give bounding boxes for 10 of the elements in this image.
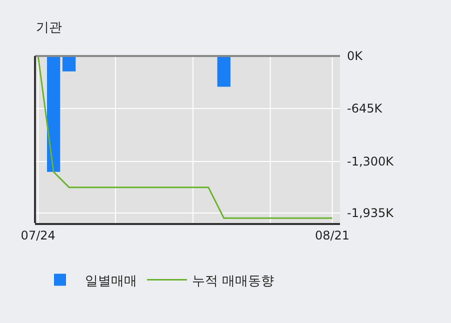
line-series [37,56,334,219]
x-tick-label: 08/21 [314,228,350,242]
y-tick-label: -645K [347,101,384,116]
y-tick-label: -1,935K [347,206,395,220]
legend-label: 누적 매매동향 [192,274,274,289]
chart-title: 기관 [36,20,62,36]
y-tick-label: 0K [347,49,364,64]
x-tick-label: 07/24 [20,228,56,242]
y-tick-label: -1,300K [347,154,395,169]
legend-label: 일별매매 [85,274,137,289]
